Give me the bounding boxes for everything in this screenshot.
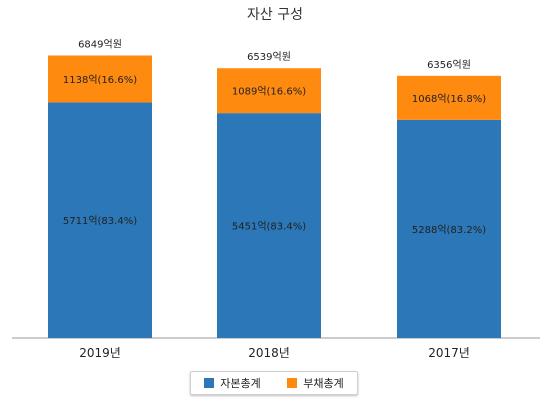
legend-swatch-equity (204, 378, 215, 388)
legend-swatch-liabilities (287, 378, 298, 388)
legend-label-equity: 자본총계 (220, 377, 261, 390)
x-tick-label: 2019년 (79, 346, 121, 360)
legend: 자본총계 부채총계 (190, 371, 358, 395)
bar-segment-equity (217, 113, 321, 339)
data-label-liabilities: 1068억(16.8%) (412, 93, 486, 105)
total-label: 6356억원 (427, 59, 471, 71)
x-tick-label: 2017년 (428, 346, 470, 360)
data-label-equity: 5288억(83.2%) (412, 224, 486, 236)
data-label-liabilities: 1138억(16.6%) (63, 74, 137, 86)
total-label: 6539억원 (247, 51, 291, 63)
bar-segment-liabilities (397, 75, 501, 120)
data-label-equity: 5451억(83.4%) (232, 221, 306, 233)
bar-segment-liabilities (217, 68, 321, 114)
bar-segment-equity (48, 102, 152, 338)
data-label-equity: 5711억(83.4%) (63, 215, 137, 227)
data-label-liabilities: 1089억(16.6%) (232, 86, 306, 98)
legend-item-equity: 자본총계 (204, 375, 261, 391)
bars-layer: 5711억(83.4%) 1138억(16.6%) 6849억원 2019년 5451억… (48, 38, 501, 360)
legend-item-liabilities: 부채총계 (287, 375, 344, 391)
legend-label-liabilities: 부채총계 (303, 377, 344, 390)
bar-segment-equity (397, 119, 501, 339)
total-label: 6849억원 (78, 38, 122, 50)
x-tick-label: 2018년 (248, 346, 290, 360)
bar-segment-liabilities (48, 55, 152, 103)
chart-title: 자산 구성 (247, 7, 303, 23)
